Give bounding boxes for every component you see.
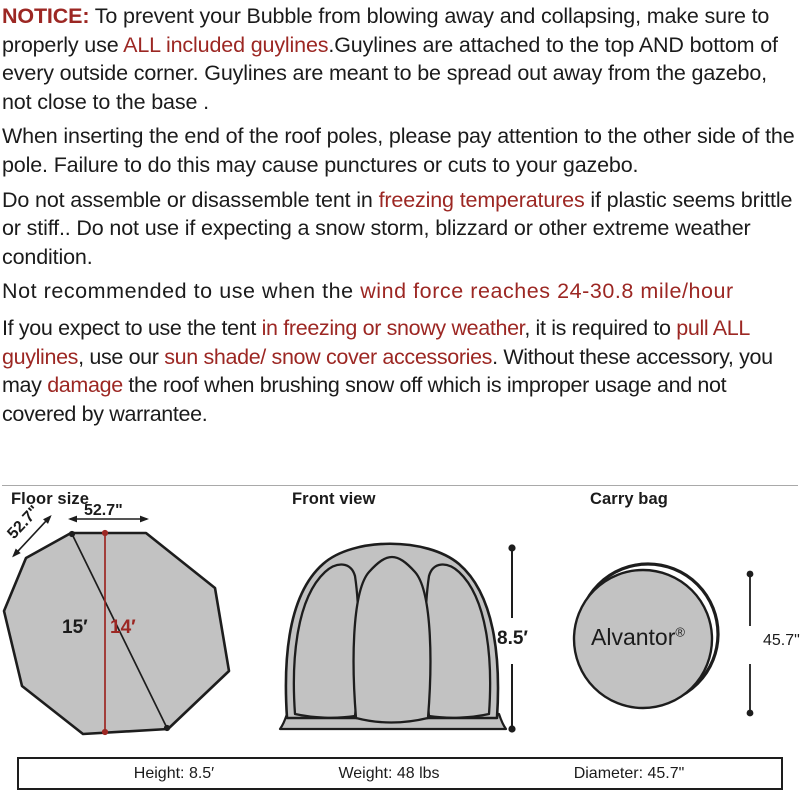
notice-paragraph-freezing: Do not assemble or disassemble tent in f… (2, 186, 796, 272)
notice-text-segment-highlight: freezing temperatures (378, 187, 585, 212)
arrow-head-right-icon (140, 515, 149, 523)
notice-text-segment-highlight: ALL included guylines (123, 32, 329, 57)
width-endpoint-dot (101, 529, 109, 537)
floor-size-drawing (2, 515, 231, 736)
notice-paragraph-snow-accessories: If you expect to use the tent in freezin… (2, 314, 796, 428)
floor-top-edge-label: 52.7" (84, 502, 123, 519)
floor-diagonal-label: 15′ (62, 617, 88, 638)
spec-summary-bar: Height: 8.5′ Weight: 48 lbs Diameter: 45… (17, 757, 783, 790)
panel-carry-bag: Carry bag Alvantor® 45.7" (560, 486, 800, 751)
registered-trademark-icon: ® (675, 624, 685, 640)
spec-weight: Weight: 48 lbs (338, 765, 440, 782)
notice-text-segment-highlight: wind force reaches 24-30.8 mile/hour (360, 279, 734, 304)
panel-title-carry-bag: Carry bag (590, 490, 668, 508)
front-view-drawing (278, 542, 516, 733)
diameter-endpoint-dot (746, 709, 754, 717)
notice-text-segment: the roof when brushing snow off which is… (2, 373, 727, 426)
notice-text-segment: To prevent your Bubble from blowing away… (2, 4, 770, 57)
panel-front-view: Front view 8.5′ (275, 486, 560, 751)
notice-text-block: NOTICE: To prevent your Bubble from blow… (2, 2, 796, 428)
notice-paragraph-guylines: NOTICE: To prevent your Bubble from blow… (2, 2, 796, 116)
carry-bag-diameter-label: 45.7" (763, 632, 800, 649)
tent-panel-right (424, 563, 492, 719)
notice-text-segment: If you expect to use the tent (2, 315, 262, 340)
carry-bag-brand-name: Alvantor (591, 624, 676, 650)
front-view-height-label: 8.5′ (497, 628, 528, 649)
notice-text-segment: Do not assemble or disassemble tent in (2, 187, 379, 212)
notice-paragraph-roof-poles: When inserting the end of the roof poles… (2, 122, 796, 179)
notice-text-segment: . Without these accessory, you may (2, 344, 773, 398)
notice-text-segment: , it is required to (524, 315, 677, 340)
arrow-head-left-icon (12, 548, 21, 558)
width-endpoint-dot (101, 728, 109, 736)
notice-lead-label: NOTICE: (2, 4, 90, 28)
notice-text-segment: , use our (78, 344, 165, 369)
notice-text-segment: When inserting the end of the roof poles… (2, 124, 795, 177)
notice-text-segment-highlight: sun shade/ snow cover accessories (164, 344, 493, 369)
diagonal-measure-line (71, 533, 168, 729)
diagram-row: Floor size (0, 486, 800, 751)
notice-text-segment: Not recommended to use when the (2, 279, 361, 304)
carry-bag-brand: Alvantor® (591, 624, 685, 651)
tent-panel-left (292, 563, 360, 719)
spec-diameter: Diameter: 45.7" (573, 765, 685, 782)
height-endpoint-dot (508, 725, 516, 733)
height-endpoint-dot (508, 544, 516, 552)
notice-text-segment-highlight: damage (47, 373, 123, 398)
floor-polygon (2, 531, 231, 736)
carry-bag-drawing (572, 562, 754, 717)
notice-text-segment-highlight: in freezing or snowy weather (261, 315, 525, 340)
notice-text-segment: if plastic seems brittle or stiff.. Do n… (2, 187, 793, 269)
panel-title-front-view: Front view (292, 490, 376, 508)
left-edge-dimension-group (12, 515, 52, 558)
floor-width-label: 14′ (110, 617, 136, 638)
diagonal-endpoint-dot (163, 724, 171, 732)
spec-height: Height: 8.5′ (133, 765, 215, 782)
panel-title-floor-size: Floor size (11, 490, 90, 508)
tent-panel-center (352, 555, 432, 724)
diameter-endpoint-dot (746, 570, 754, 578)
panel-floor-size: Floor size (0, 486, 275, 751)
diagonal-endpoint-dot (68, 530, 76, 538)
section-divider (2, 485, 798, 486)
left-edge-dimension-line (12, 515, 51, 557)
arrow-head-left-icon (68, 515, 77, 523)
notice-text-segment: .Guylines are attached to the top AND bo… (2, 32, 778, 114)
carry-bag-body (572, 568, 714, 710)
arrow-head-right-icon (43, 515, 52, 524)
notice-text-segment-highlight: pull ALL guylines (2, 315, 750, 369)
notice-paragraph-wind: Not recommended to use when the wind for… (2, 277, 796, 306)
